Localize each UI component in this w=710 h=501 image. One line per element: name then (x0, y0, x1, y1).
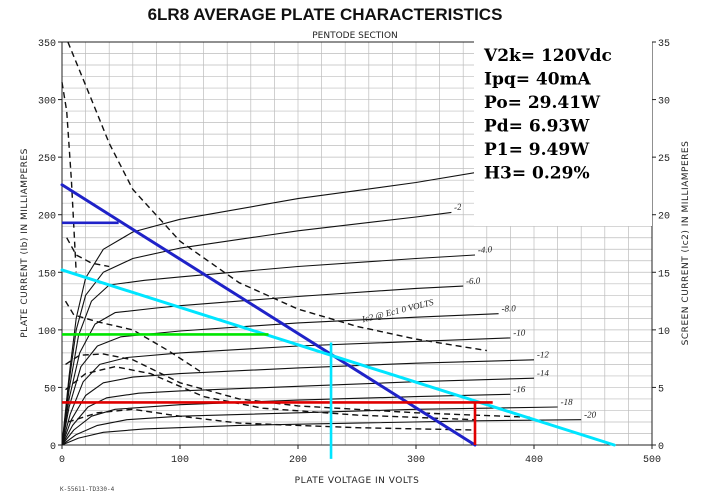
screen-current-curve (66, 237, 110, 268)
plate-curve (61, 313, 499, 446)
right-tick-label: 15 (658, 269, 670, 280)
annotation-line: H3= 0.29% (484, 164, 590, 184)
y-tick-label: 50 (44, 384, 56, 395)
right-tick-label: 30 (658, 97, 670, 108)
right-axis-ticks: 0 5 10 15 20 25 30 35 (652, 39, 670, 453)
right-tick-label: 35 (658, 39, 670, 50)
screen-current-curve (61, 82, 77, 273)
plate-curve (61, 211, 452, 446)
plate-curve (61, 406, 558, 446)
plate-curve-label: -12 (537, 349, 550, 359)
y-tick-label: 350 (38, 39, 56, 50)
y-tick-label: 100 (38, 327, 56, 338)
annotations: V2k= 120Vdc Ipq= 40mA Po= 29.41W Pd= 6.93W P… (483, 46, 612, 184)
plate-curve-label: -4.0 (478, 244, 493, 255)
load-line (60, 268, 616, 447)
plate-curve-label: -6.0 (466, 275, 481, 286)
chart-title: 6LR8 AVERAGE PLATE CHARACTERISTICS (148, 5, 503, 24)
y-tick-label: 200 (38, 212, 56, 223)
x-tick-label: 0 (59, 455, 65, 466)
right-axis-title: SCREEN CURRENT (Ic2) IN MILLIAMPERES (681, 141, 691, 346)
right-tick-label: 25 (658, 154, 670, 165)
x-axis-title: PLATE VOLTAGE IN VOLTS (295, 476, 420, 486)
plate-curve-label: -8.0 (501, 303, 516, 314)
plate-curve-label: -14 (537, 368, 550, 378)
plate-curve (61, 285, 464, 446)
plate-curve-label: -20 (584, 410, 597, 420)
screen-current-curve (64, 300, 204, 375)
screen-current-curve (67, 408, 476, 431)
x-tick-label: 300 (407, 455, 425, 466)
right-tick-label: 20 (658, 212, 670, 223)
screen-current-curve (65, 365, 476, 421)
x-tick-label: 100 (171, 455, 189, 466)
plate-curve-label: -18 (560, 397, 573, 407)
right-tick-label: 0 (658, 442, 664, 453)
x-tick-label: 400 (525, 455, 543, 466)
plot-frame (61, 41, 653, 446)
load-line-overlays (60, 183, 616, 459)
screen-curve-label: Ic2 @ Ec1 0 VOLTS (360, 297, 435, 325)
plate-curve-label: -10 (513, 327, 526, 337)
chart-subtitle: PENTODE SECTION (312, 31, 398, 41)
screen-current-curve (65, 353, 535, 419)
annotation-line: Pd= 6.93W (484, 117, 590, 137)
screen-curves (61, 41, 535, 431)
annotation-line: Po= 29.41W (484, 93, 601, 113)
x-tick-label: 200 (289, 455, 307, 466)
y-axis-ticks: 0 50 100 150 200 250 300 350 (38, 39, 62, 453)
x-tick-label: 500 (643, 455, 661, 466)
plate-curve (61, 419, 582, 446)
annotation-line: P1= 9.49W (484, 140, 590, 160)
plate-curve (61, 359, 535, 446)
screen-current-curve (67, 41, 487, 352)
y-tick-label: 250 (38, 154, 56, 165)
y-axis-title: PLATE CURRENT (Ib) IN MILLIAMPERES (20, 148, 30, 338)
x-axis-ticks: 0 100 200 300 400 500 (59, 445, 661, 466)
load-line (60, 183, 477, 447)
y-tick-label: 300 (38, 97, 56, 108)
y-tick-label: 0 (50, 442, 56, 453)
right-tick-label: 5 (658, 384, 664, 395)
annotation-box (474, 40, 652, 226)
plate-curve-label: -16 (513, 384, 526, 394)
y-tick-label: 150 (38, 269, 56, 280)
plate-curve (61, 168, 499, 446)
annotation-line: V2k= 120Vdc (483, 46, 612, 66)
plate-curve-label: -2 (453, 201, 462, 212)
annotation-line: Ipq= 40mA (484, 70, 592, 90)
plate-curve (61, 254, 476, 446)
footer-code: K-55611-TD330-4 (60, 486, 115, 493)
right-tick-label: 10 (658, 327, 670, 338)
